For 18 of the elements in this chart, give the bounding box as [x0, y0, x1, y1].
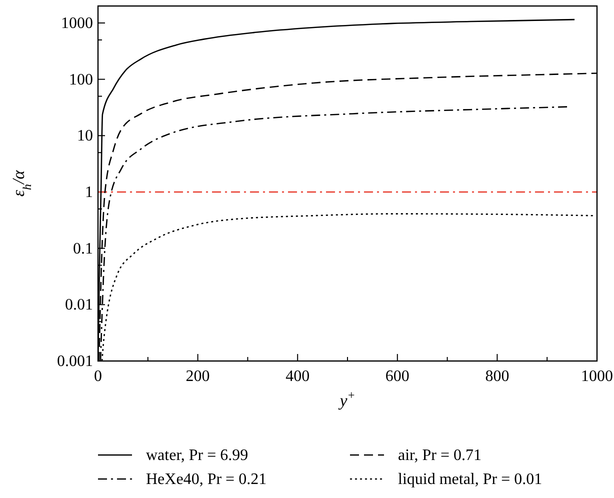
x-tick-label: 200 [186, 368, 210, 385]
y-tick-label: 10 [77, 128, 93, 145]
y-tick-label: 1 [85, 184, 93, 201]
x-tick-label: 0 [94, 368, 102, 385]
y-tick-label: 0.01 [65, 296, 93, 314]
x-tick-label: 1000 [581, 368, 613, 385]
legend-label: liquid metal, Pr = 0.01 [398, 471, 542, 488]
y-tick-label: 0.1 [73, 240, 93, 258]
x-axis-title: y$^{+}$ [338, 388, 356, 410]
legend-label: HeXe40, Pr = 0.21 [146, 471, 267, 488]
x-tick-label: 800 [485, 368, 510, 385]
y-tick-label: 0.001 [57, 353, 93, 370]
y-tick-label: 1000 [61, 14, 93, 32]
x-tick-label: 600 [385, 368, 410, 385]
legend-label: water, Pr = 6.99 [146, 447, 248, 464]
y-tick-label: 100 [69, 71, 93, 88]
x-tick-label: 400 [286, 368, 310, 385]
legend-label: air, Pr = 0.71 [398, 447, 482, 464]
